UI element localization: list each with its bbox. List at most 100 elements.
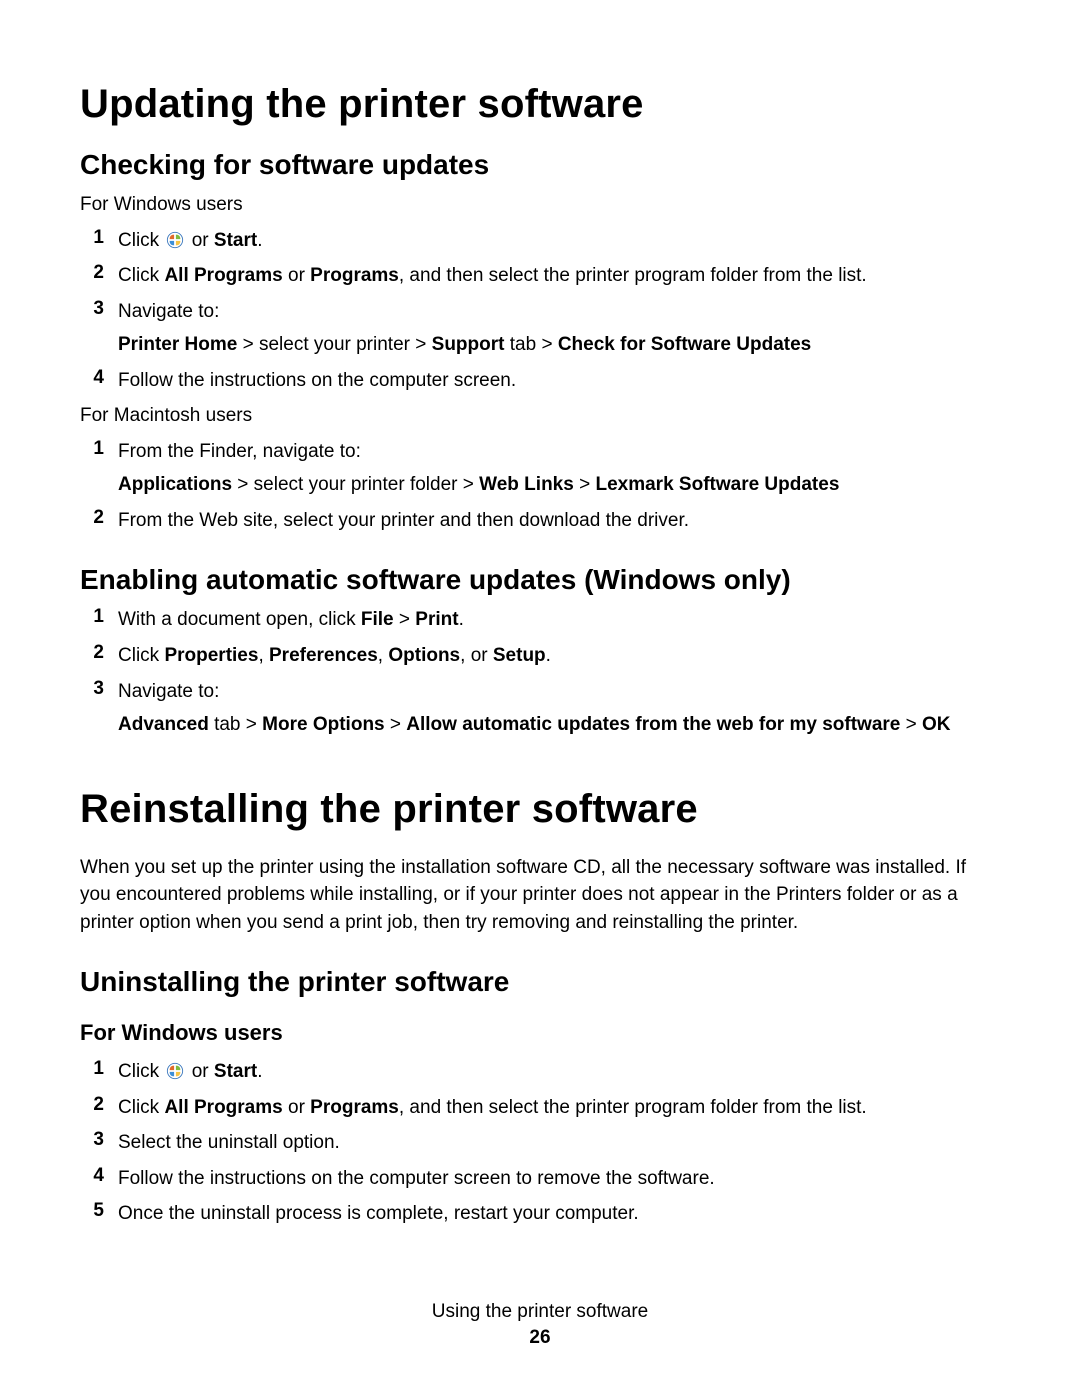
step-row: 2 From the Web site, select your printer… [108, 507, 1000, 535]
text: . [546, 645, 551, 666]
step-row: 1 From the Finder, navigate to: Applicat… [108, 438, 1000, 499]
text: > [394, 609, 416, 630]
text-bold: Check for Software Updates [558, 334, 811, 355]
text-bold: Allow automatic updates from the web for… [406, 714, 900, 735]
text: . [459, 609, 464, 630]
text: or [283, 265, 310, 286]
text: , [378, 645, 389, 666]
text: or [186, 230, 213, 251]
step-row: 4 Follow the instructions on the compute… [108, 367, 1000, 395]
text-bold: Start [214, 230, 257, 251]
step-row: 1 Click or Start. [108, 1058, 1000, 1086]
text-bold: Web Links [479, 474, 574, 495]
heading-for-windows-users: For Windows users [80, 1020, 1000, 1046]
step-number: 4 [80, 367, 104, 389]
heading-enabling: Enabling automatic software updates (Win… [80, 564, 1000, 596]
step-text: Select the uninstall option. [118, 1132, 340, 1153]
text: > select your printer > [237, 334, 431, 355]
label-for-macintosh: For Macintosh users [80, 402, 1000, 430]
text: . [257, 1061, 262, 1082]
footer-title: Using the printer software [0, 1301, 1080, 1323]
step-text: From the Web site, select your printer a… [118, 510, 689, 531]
steps-check-windows: 1 Click or Start. 2 Click All Programs o… [80, 227, 1000, 395]
step-row: 2 Click All Programs or Programs, and th… [108, 262, 1000, 290]
text: > select your printer folder > [232, 474, 479, 495]
text: . [257, 230, 262, 251]
step-row: 5 Once the uninstall process is complete… [108, 1200, 1000, 1228]
step-number: 3 [80, 678, 104, 700]
heading-updating: Updating the printer software [80, 82, 1000, 127]
windows-orb-icon [166, 1062, 184, 1080]
page-footer: Using the printer software 26 [0, 1301, 1080, 1349]
steps-check-mac: 1 From the Finder, navigate to: Applicat… [80, 438, 1000, 535]
text-bold: Preferences [269, 645, 378, 666]
text: , and then select the printer program fo… [399, 265, 867, 286]
text-bold: OK [922, 714, 951, 735]
step-number: 1 [80, 606, 104, 628]
step-row: 3 Navigate to: Printer Home > select you… [108, 298, 1000, 359]
step-number: 1 [80, 438, 104, 460]
step-number: 3 [80, 298, 104, 320]
text-bold: Support [432, 334, 505, 355]
step-text: Click Properties, Preferences, Options, … [118, 645, 551, 666]
step-number: 3 [80, 1129, 104, 1151]
step-number: 4 [80, 1165, 104, 1187]
text-bold: Programs [310, 1097, 399, 1118]
step-number: 2 [80, 642, 104, 664]
step-text: Click All Programs or Programs, and then… [118, 1097, 867, 1118]
text-bold: Setup [493, 645, 546, 666]
text: Click [118, 1097, 164, 1118]
step-text: Click or Start. [118, 1061, 262, 1082]
text-bold: Programs [310, 265, 399, 286]
steps-uninstall-windows: 1 Click or Start. 2 Click All Programs o… [80, 1058, 1000, 1228]
step-number: 2 [80, 1094, 104, 1116]
text-bold: All Programs [164, 1097, 282, 1118]
text: tab > [209, 714, 262, 735]
step-text: Follow the instructions on the computer … [118, 1168, 715, 1189]
paragraph-reinstall-intro: When you set up the printer using the in… [80, 854, 1000, 937]
text: > [385, 714, 407, 735]
step-row: 3 Navigate to: Advanced tab > More Optio… [108, 678, 1000, 739]
document-page: Updating the printer software Checking f… [0, 0, 1080, 1397]
step-row: 1 With a document open, click File > Pri… [108, 606, 1000, 634]
step-number: 1 [80, 227, 104, 249]
footer-page-number: 26 [0, 1327, 1080, 1349]
text: , or [460, 645, 493, 666]
text: > [574, 474, 596, 495]
text-bold: Print [415, 609, 458, 630]
text: Click [118, 265, 164, 286]
step-subline: Printer Home > select your printer > Sup… [118, 331, 1000, 359]
text: Click [118, 230, 164, 251]
step-number: 5 [80, 1200, 104, 1222]
text: , [258, 645, 269, 666]
text: or [283, 1097, 310, 1118]
text-bold: Properties [164, 645, 258, 666]
step-text: From the Finder, navigate to: [118, 441, 361, 462]
step-text: With a document open, click File > Print… [118, 609, 464, 630]
text: or [186, 1061, 213, 1082]
text-bold: Options [388, 645, 460, 666]
steps-enable: 1 With a document open, click File > Pri… [80, 606, 1000, 738]
label-for-windows: For Windows users [80, 191, 1000, 219]
text-bold: More Options [262, 714, 384, 735]
step-number: 2 [80, 262, 104, 284]
step-row: 4 Follow the instructions on the compute… [108, 1165, 1000, 1193]
heading-checking: Checking for software updates [80, 149, 1000, 181]
text-bold: Printer Home [118, 334, 237, 355]
text: Click [118, 645, 164, 666]
text: With a document open, click [118, 609, 361, 630]
step-number: 2 [80, 507, 104, 529]
text: , and then select the printer program fo… [399, 1097, 867, 1118]
text: tab > [504, 334, 557, 355]
step-text: Follow the instructions on the computer … [118, 370, 516, 391]
step-number: 1 [80, 1058, 104, 1080]
text-bold: Applications [118, 474, 232, 495]
heading-reinstalling: Reinstalling the printer software [80, 787, 1000, 832]
step-text: Click All Programs or Programs, and then… [118, 265, 867, 286]
heading-uninstalling: Uninstalling the printer software [80, 966, 1000, 998]
text: Click [118, 1061, 164, 1082]
text: > [900, 714, 922, 735]
step-text: Navigate to: [118, 681, 219, 702]
step-row: 2 Click Properties, Preferences, Options… [108, 642, 1000, 670]
step-subline: Advanced tab > More Options > Allow auto… [118, 711, 1000, 739]
